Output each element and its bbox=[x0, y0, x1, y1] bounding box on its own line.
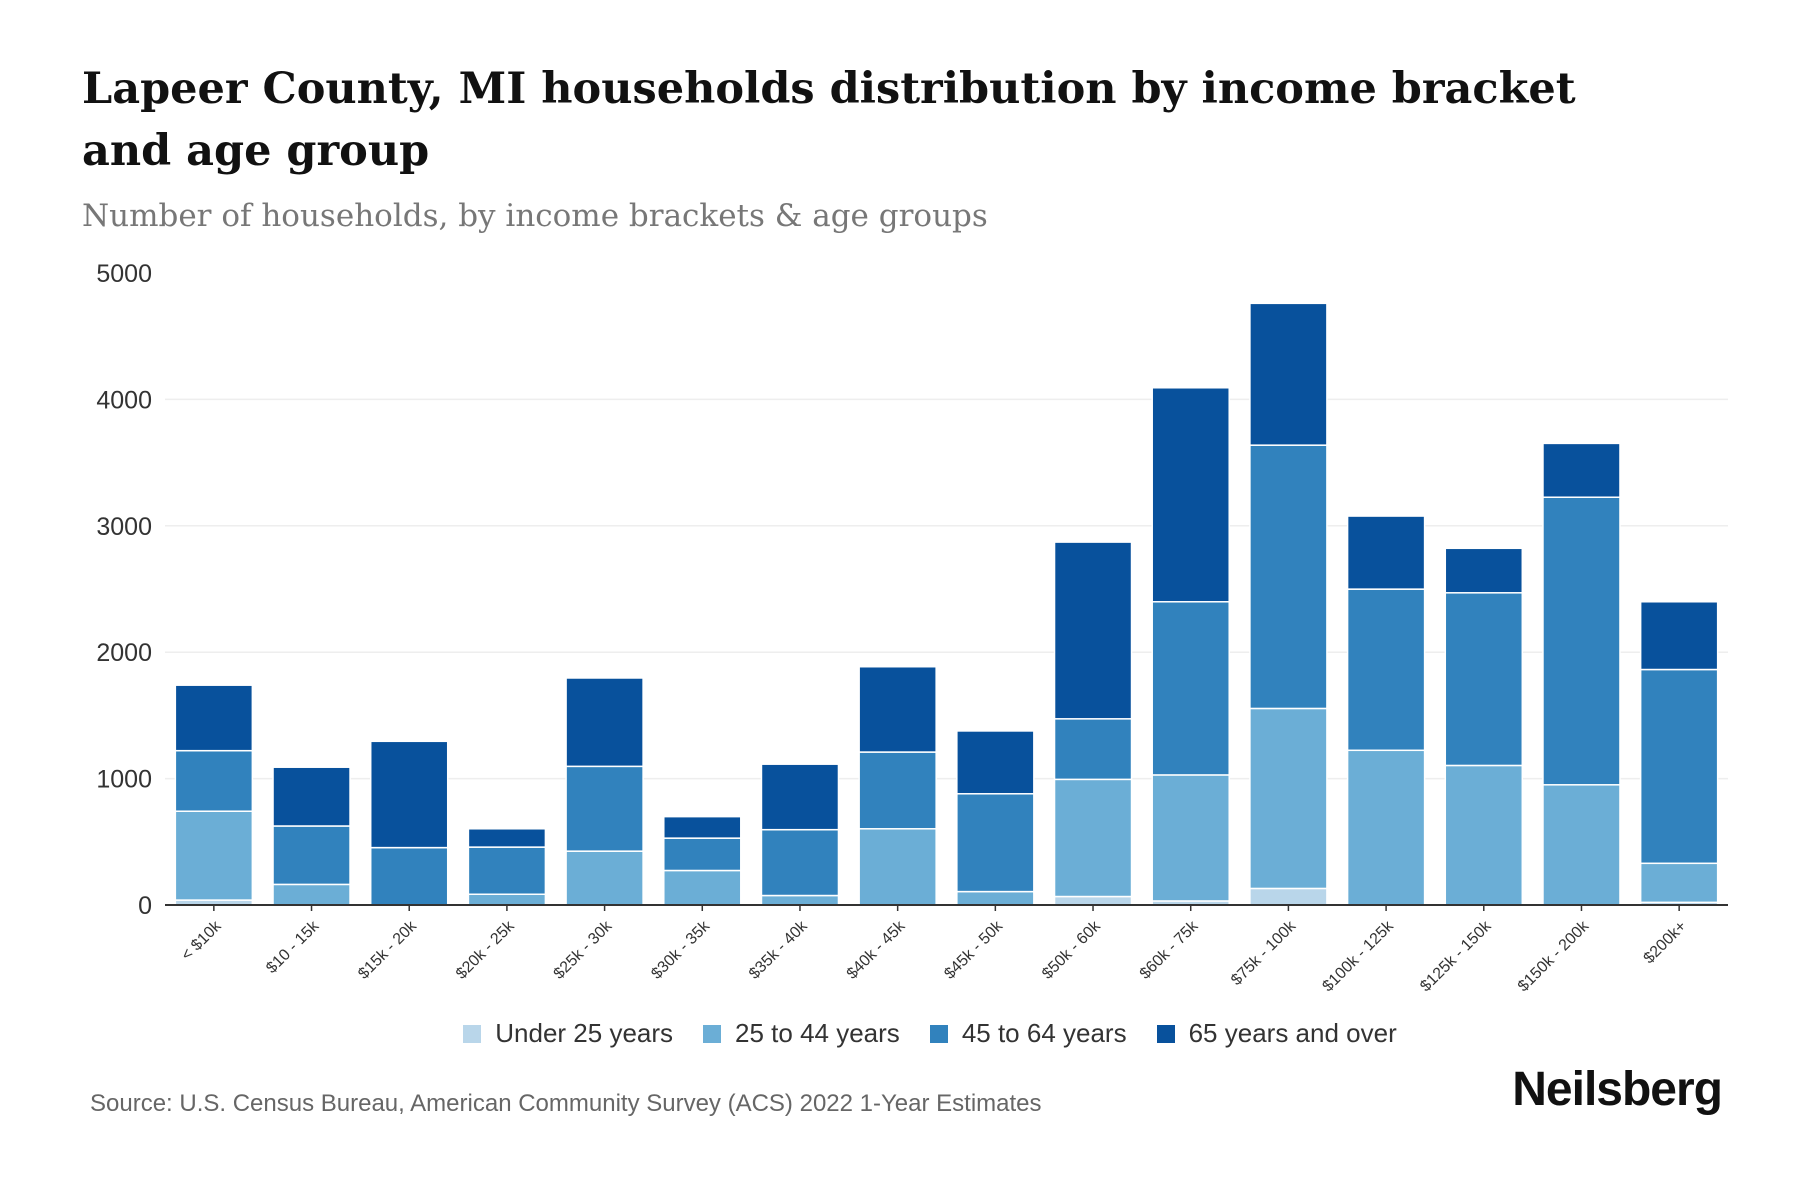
bar-segment-25-to-44-years bbox=[565, 850, 644, 906]
bar-segment-25-to-44-years bbox=[1444, 764, 1524, 906]
x-tick-label: $125k - 150k bbox=[1417, 917, 1495, 995]
legend-label: 45 to 64 years bbox=[961, 1018, 1127, 1048]
bar-segment-65-years-and-over bbox=[565, 677, 644, 768]
x-tick-label: $30k - 35k bbox=[648, 917, 714, 983]
legend-label: 65 years and over bbox=[1188, 1018, 1397, 1048]
bar-segment-45-to-64-years bbox=[1444, 592, 1524, 767]
bar-segment-25-to-44-years bbox=[272, 883, 351, 906]
bar-segment-25-to-44-years bbox=[1542, 784, 1621, 906]
legend-swatch bbox=[1156, 1024, 1175, 1043]
source-note: Source: U.S. Census Bureau, American Com… bbox=[90, 1090, 1042, 1117]
bar-segment-65-years-and-over bbox=[174, 684, 254, 752]
bar-segment-25-to-44-years bbox=[663, 869, 742, 906]
bar-segment-45-to-64-years bbox=[956, 793, 1035, 893]
bar-segment-65-years-and-over bbox=[1249, 302, 1328, 446]
legend-item: 45 to 64 years bbox=[929, 1018, 1127, 1049]
legend-swatch bbox=[703, 1024, 722, 1043]
x-tick-label: $25k - 30k bbox=[551, 917, 617, 983]
stacked-bar-chart: 0 1000 2000 3000 4000 5000 < $10k $10 - 15k $15k… bbox=[96, 260, 1728, 995]
bar-segment-45-to-64-years bbox=[174, 749, 254, 812]
bar-segment-45-to-64-years bbox=[858, 751, 937, 830]
bar-segment-25-to-44-years bbox=[174, 810, 254, 901]
bar-segment-25-to-44-years bbox=[467, 893, 547, 906]
neilsberg-logo: Neilsberg bbox=[1512, 1063, 1723, 1116]
bar-segment-65-years-and-over bbox=[1053, 541, 1133, 720]
bar-segment-65-years-and-over bbox=[272, 766, 351, 827]
y-tick-label: 5000 bbox=[96, 260, 152, 288]
bar-segment-65-years-and-over bbox=[1346, 515, 1426, 590]
bar-segment-25-to-44-years bbox=[1639, 862, 1719, 904]
bar-segment-65-years-and-over bbox=[1444, 547, 1524, 594]
x-tick-label: $100k - 125k bbox=[1319, 917, 1397, 995]
legend-swatch bbox=[929, 1024, 948, 1043]
x-tick-label: $40k - 45k bbox=[844, 917, 910, 983]
x-tick-label: $75k - 100k bbox=[1228, 917, 1300, 989]
bar-segment-65-years-and-over bbox=[663, 815, 742, 839]
x-tick-label: < $10k bbox=[178, 917, 225, 964]
bar-segment-65-years-and-over bbox=[1639, 601, 1719, 671]
bar-segment-25-to-44-years bbox=[1249, 707, 1328, 890]
bar-segment-45-to-64-years bbox=[1053, 718, 1133, 781]
bar-segment-25-to-44-years bbox=[858, 828, 937, 906]
x-tick-label: $15k - 20k bbox=[355, 917, 421, 983]
legend-item: 65 years and over bbox=[1156, 1018, 1397, 1049]
bar-segment-45-to-64-years bbox=[272, 825, 351, 886]
bar-segment-25-to-44-years bbox=[956, 890, 1035, 906]
bar-segment-45-to-64-years bbox=[760, 828, 840, 897]
x-tick-label: $20k - 25k bbox=[453, 917, 519, 983]
x-tick-label: $35k - 40k bbox=[746, 917, 812, 983]
bar-segment-25-to-44-years bbox=[760, 894, 840, 906]
legend-label: Under 25 years bbox=[495, 1018, 674, 1048]
x-tick-label: $60k - 75k bbox=[1137, 917, 1203, 983]
legend: Under 25 years 25 to 44 years 45 to 64 yea… bbox=[0, 1018, 1800, 1049]
bar-segment-45-to-64-years bbox=[369, 846, 449, 906]
chart-subtitle: Number of households, by income brackets… bbox=[82, 198, 988, 234]
bar-segment-45-to-64-years bbox=[467, 846, 547, 896]
y-tick-label: 1000 bbox=[96, 766, 152, 794]
bar-segment-25-to-44-years bbox=[1053, 778, 1133, 898]
chart-title: Lapeer County, MI households distributio… bbox=[82, 64, 1576, 176]
y-tick-label: 4000 bbox=[96, 386, 152, 414]
bar-segment-45-to-64-years bbox=[565, 765, 644, 852]
bar-segment-45-to-64-years bbox=[1249, 444, 1328, 710]
bar-segment-under-25-years bbox=[1053, 895, 1133, 906]
bar-segment-45-to-64-years bbox=[1151, 601, 1230, 776]
bar-segment-65-years-and-over bbox=[467, 828, 547, 848]
x-tick-label: $150k - 200k bbox=[1515, 917, 1593, 995]
bar-segment-25-to-44-years bbox=[1346, 749, 1426, 906]
bar-segment-65-years-and-over bbox=[1542, 442, 1621, 498]
bar-segment-65-years-and-over bbox=[858, 665, 937, 753]
x-tick-label: $45k - 50k bbox=[941, 917, 1007, 983]
x-tick-label: $10 - 15k bbox=[263, 917, 323, 977]
legend-item: 25 to 44 years bbox=[703, 1018, 900, 1049]
bar-segment-65-years-and-over bbox=[1151, 387, 1230, 603]
y-tick-label: 0 bbox=[138, 892, 152, 920]
y-tick-label: 2000 bbox=[96, 639, 152, 667]
bar-segment-under-25-years bbox=[1249, 887, 1328, 906]
y-tick-label: 3000 bbox=[96, 513, 152, 541]
legend-item: Under 25 years bbox=[463, 1018, 673, 1049]
x-tick-label: $200k+ bbox=[1641, 918, 1690, 967]
legend-label: 25 to 44 years bbox=[735, 1018, 900, 1048]
bar-segment-45-to-64-years bbox=[663, 837, 742, 872]
bar-segment-45-to-64-years bbox=[1639, 668, 1719, 865]
bar-segment-45-to-64-years bbox=[1346, 588, 1426, 752]
x-tick-label: $50k - 60k bbox=[1039, 917, 1105, 983]
bar-segment-25-to-44-years bbox=[1151, 774, 1230, 902]
bar-segment-65-years-and-over bbox=[369, 740, 449, 849]
legend-swatch bbox=[463, 1024, 482, 1043]
bar-segment-45-to-64-years bbox=[1542, 496, 1621, 786]
bar-segment-65-years-and-over bbox=[760, 763, 840, 831]
bar-segment-65-years-and-over bbox=[956, 730, 1035, 795]
